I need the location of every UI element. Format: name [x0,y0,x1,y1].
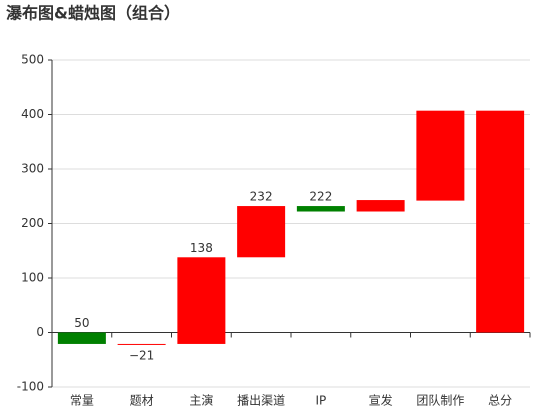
candle-body [356,200,405,212]
x-tick-label: IP [315,394,326,408]
x-tick-label: 常量 [70,394,94,408]
data-label: 232 [250,190,273,204]
candle-body [476,110,525,333]
x-tick-label: 主演 [189,393,213,408]
candle-body [177,257,226,344]
x-tick-label: 播出渠道 [237,394,285,408]
y-tick-label: -100 [17,380,44,394]
y-tick-label: 100 [21,271,44,285]
y-tick-label: 500 [21,53,44,67]
data-label: 50 [74,316,89,330]
data-label: −21 [129,348,154,362]
x-tick-label: 宣发 [369,393,393,408]
y-tick-label: 0 [36,325,44,339]
x-tick-label: 团队制作 [416,393,464,408]
candle-body [296,206,345,212]
candle-body [117,343,166,345]
x-tick-label: 总分 [488,394,512,408]
x-tick-label: 题材 [130,394,154,408]
y-tick-label: 300 [21,162,44,176]
y-tick-label: 400 [21,107,44,121]
y-tick-label: 200 [21,216,44,230]
chart-title: 瀑布图&蜡烛图（组合） [6,4,180,23]
candle-body [237,206,286,258]
candle-body [57,332,106,344]
candle-body [416,110,465,201]
data-label: 138 [190,241,213,255]
data-label: 222 [309,190,332,204]
